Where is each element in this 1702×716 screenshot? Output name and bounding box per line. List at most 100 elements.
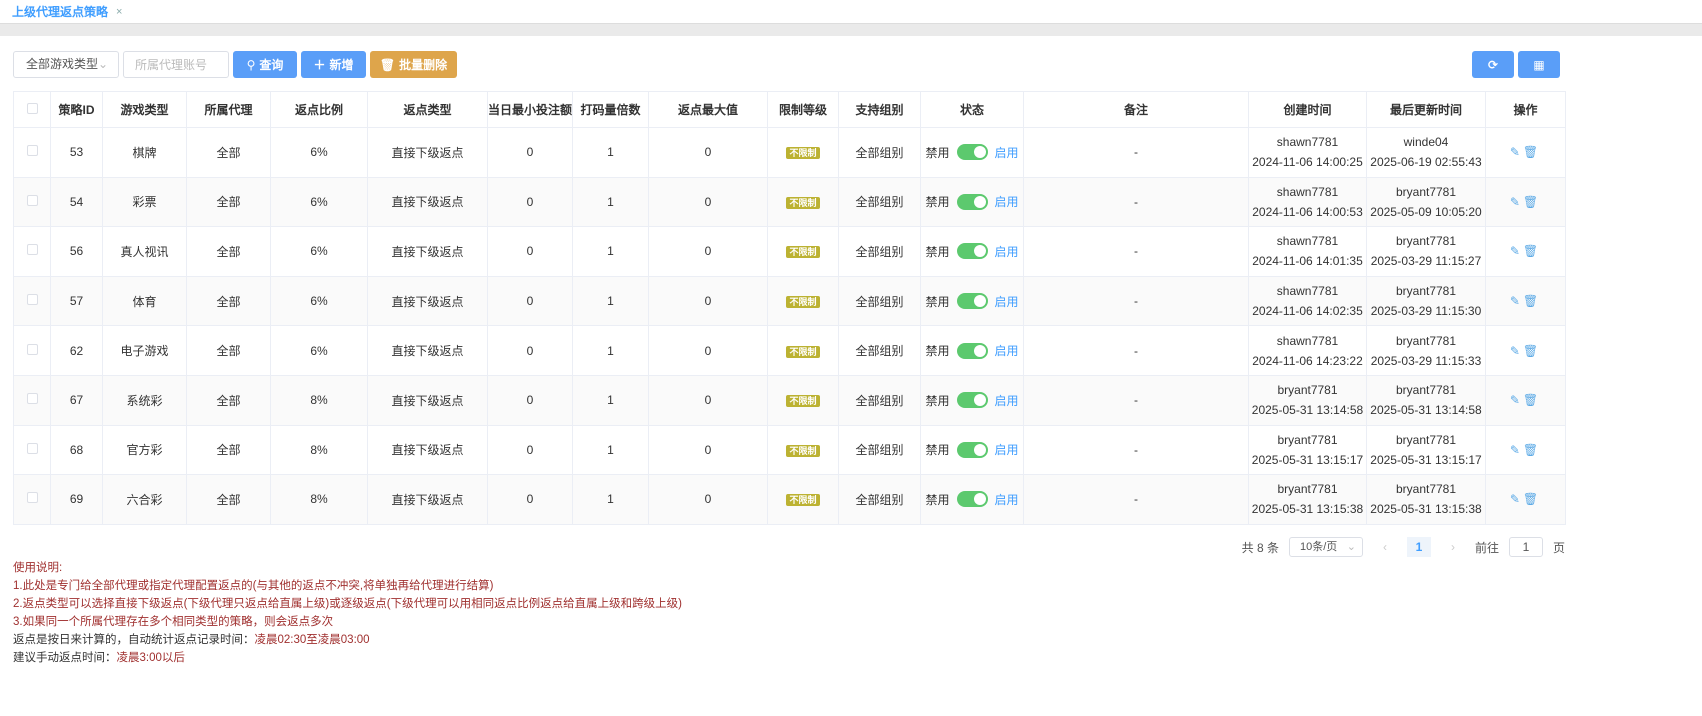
query-button[interactable]: ⚲ 查询 (233, 51, 297, 78)
cell-type: 直接下级返点 (367, 127, 488, 178)
delete-icon[interactable]: 🗑︎ (1522, 244, 1542, 259)
cell-status: 禁用 启用 (920, 176, 1024, 228)
cell-mult: 1 (572, 226, 649, 277)
updated-time: 2025-05-31 13:15:17 (1370, 452, 1482, 467)
toolbar: 全部游戏类型⌄ ⚲查询 ＋新增 🗑︎批量删除 ⟳ ▦ (13, 51, 1702, 78)
column-header: 策略ID (50, 91, 103, 128)
agent-account-input[interactable] (123, 51, 229, 78)
goto-page-input[interactable]: 1 (1508, 537, 1543, 557)
close-icon[interactable]: × (116, 5, 123, 18)
delete-icon[interactable]: 🗑︎ (1522, 442, 1542, 457)
delete-icon[interactable]: 🗑︎ (1522, 492, 1542, 507)
cell-level: 不限制 (767, 325, 839, 376)
search-icon: ⚲ (246, 57, 256, 72)
status-toggle[interactable] (956, 491, 988, 508)
note-label: 建议手动返点时间： (13, 652, 117, 664)
page-1[interactable]: 1 (1406, 537, 1431, 557)
row-checkbox[interactable] (13, 226, 51, 277)
delete-icon[interactable]: 🗑︎ (1522, 343, 1542, 358)
delete-icon[interactable]: 🗑︎ (1522, 194, 1542, 209)
cell-group: 全部组别 (838, 127, 921, 178)
cell-status: 禁用 启用 (920, 474, 1024, 525)
disabled-label: 禁用 (925, 145, 950, 160)
row-checkbox[interactable] (13, 474, 51, 525)
edit-icon[interactable]: ✎ (1509, 442, 1523, 457)
cell-created: shawn7781 2024-11-06 14:23:22 (1248, 325, 1367, 376)
cell-level: 不限制 (767, 176, 839, 228)
chevron-down-icon: ⌄ (1346, 541, 1356, 553)
cell-level: 不限制 (767, 275, 839, 327)
cell-remark: - (1023, 424, 1249, 476)
delete-icon[interactable]: 🗑︎ (1522, 294, 1542, 309)
delete-icon[interactable]: 🗑︎ (1522, 393, 1542, 408)
table-row: 69 六合彩 全部 8% 直接下级返点 0 1 0 不限制 全部组别 禁用 启用 - bryant7781… (13, 474, 1566, 525)
row-checkbox[interactable] (13, 176, 51, 228)
delete-icon[interactable]: 🗑︎ (1522, 145, 1542, 160)
updater: bryant7781 (1395, 284, 1457, 299)
row-checkbox[interactable] (13, 374, 51, 426)
enabled-label: 启用 (994, 195, 1019, 210)
edit-icon[interactable]: ✎ (1509, 145, 1523, 160)
disabled-label: 禁用 (925, 294, 950, 309)
status-toggle[interactable] (956, 193, 988, 210)
status-toggle[interactable] (956, 441, 988, 458)
cell-agent: 全部 (186, 275, 271, 327)
note-value: 凌晨3:00以后 (116, 652, 185, 664)
status-toggle[interactable] (956, 392, 988, 409)
updated-time: 2025-06-19 02:55:43 (1370, 155, 1482, 170)
cell-remark: - (1023, 275, 1249, 327)
status-toggle[interactable] (956, 243, 988, 260)
edit-icon[interactable]: ✎ (1509, 244, 1523, 259)
batch-delete-button[interactable]: 🗑︎ 批量删除 (370, 51, 457, 78)
column-header: 所属代理 (186, 91, 271, 128)
row-checkbox[interactable] (13, 424, 51, 476)
enabled-label: 启用 (994, 492, 1019, 507)
note-value: 凌晨02:30至凌晨03:00 (254, 634, 370, 646)
status-toggle[interactable] (956, 293, 988, 310)
column-header: 状态 (920, 91, 1024, 128)
trash-icon: 🗑︎ (379, 57, 396, 72)
cell-min: 0 (487, 127, 573, 178)
usage-notes: 使用说明: 1.此处是专门给全部代理或指定代理配置返点的(与其他的返点不冲突,将… (13, 559, 682, 667)
table-row: 57 体育 全部 6% 直接下级返点 0 1 0 不限制 全部组别 禁用 启用 - shawn7781 20… (13, 275, 1566, 327)
status-toggle[interactable] (956, 342, 988, 359)
row-checkbox[interactable] (13, 325, 51, 376)
cell-created: bryant7781 2025-05-31 13:15:38 (1248, 474, 1367, 525)
grid-icon: ▦ (1533, 57, 1545, 72)
tab-rebate-strategy[interactable]: 上级代理返点策略 (12, 5, 109, 19)
cell-mult: 1 (572, 127, 649, 178)
select-all-checkbox[interactable] (13, 91, 51, 128)
table-row: 68 官方彩 全部 8% 直接下级返点 0 1 0 不限制 全部组别 禁用 启用 - bryant7781… (13, 424, 1566, 476)
cell-status: 禁用 启用 (920, 275, 1024, 327)
game-type-select[interactable]: 全部游戏类型 ⌄ (13, 51, 119, 78)
cell-remark: - (1023, 374, 1249, 426)
edit-icon[interactable]: ✎ (1509, 343, 1523, 358)
level-badge: 不限制 (786, 345, 820, 358)
enabled-label: 启用 (994, 294, 1019, 309)
columns-button[interactable]: ▦ (1518, 51, 1560, 78)
row-checkbox[interactable] (13, 275, 51, 327)
cell-remark: - (1023, 127, 1249, 178)
level-badge: 不限制 (786, 444, 820, 457)
cell-actions: ✎🗑︎ (1485, 127, 1566, 178)
cell-game: 体育 (102, 275, 187, 327)
cell-min: 0 (487, 474, 573, 525)
cell-updated: bryant7781 2025-05-31 13:15:38 (1366, 474, 1486, 525)
edit-icon[interactable]: ✎ (1509, 194, 1523, 209)
cell-level: 不限制 (767, 424, 839, 476)
prev-page-button[interactable]: ‹ (1382, 540, 1387, 554)
refresh-button[interactable]: ⟳ (1472, 51, 1514, 78)
status-toggle[interactable] (956, 144, 988, 161)
cell-mult: 1 (572, 424, 649, 476)
next-page-button[interactable]: › (1450, 540, 1455, 554)
edit-icon[interactable]: ✎ (1509, 492, 1523, 507)
edit-icon[interactable]: ✎ (1509, 393, 1523, 408)
add-button[interactable]: ＋新增 (301, 51, 366, 78)
row-checkbox[interactable] (13, 127, 51, 178)
cell-status: 禁用 启用 (920, 374, 1024, 426)
creator: shawn7781 (1276, 135, 1339, 150)
updater: bryant7781 (1395, 482, 1457, 497)
page-size-select[interactable]: 10条/页 ⌄ (1288, 537, 1363, 557)
edit-icon[interactable]: ✎ (1509, 294, 1523, 309)
add-label: 新增 (329, 58, 354, 72)
